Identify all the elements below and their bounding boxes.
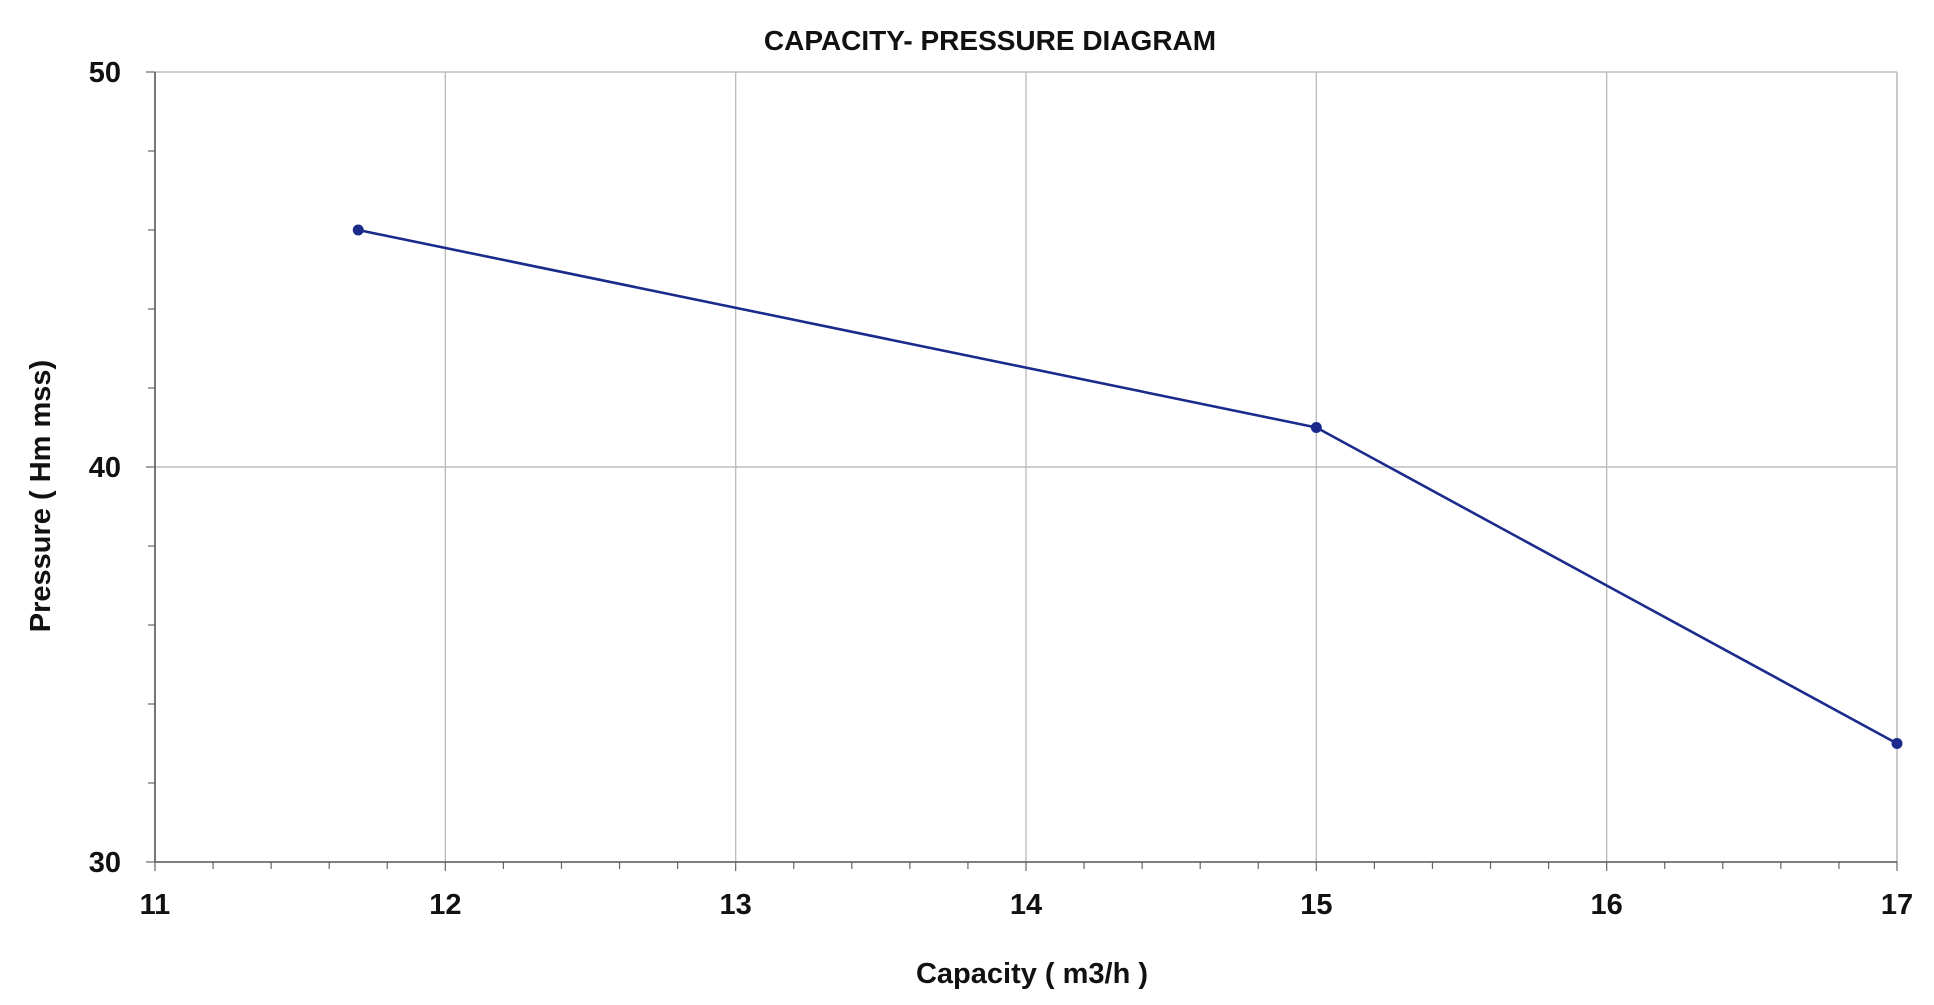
chart-title: CAPACITY- PRESSURE DIAGRAM	[764, 25, 1216, 56]
x-tick-label: 12	[429, 889, 461, 921]
data-point	[352, 224, 364, 236]
x-tick-label: 16	[1591, 889, 1623, 921]
data-point	[1891, 738, 1903, 749]
x-axis-label: Capacity ( m3/h )	[916, 958, 1148, 990]
x-tick-label: 15	[1300, 889, 1332, 921]
series-line	[357, 228, 1898, 745]
tick-labels: 11 12 13 14 15 16 17 30 40 50	[89, 57, 1913, 921]
x-tick-label: 13	[720, 889, 752, 921]
y-tick-label: 30	[89, 847, 121, 879]
y-tick-label: 50	[89, 57, 121, 89]
y-tick-label: 40	[89, 452, 121, 484]
data-point	[1310, 422, 1322, 433]
y-axis-label: Pressure ( Hm mss)	[25, 360, 57, 632]
grid-lines	[155, 71, 1898, 862]
x-tick-label: 17	[1881, 889, 1913, 921]
x-tick-label: 11	[140, 889, 171, 921]
axes	[146, 71, 1898, 871]
x-tick-label: 14	[1010, 889, 1042, 921]
data-series	[352, 224, 1903, 749]
minor-tick-marks	[148, 150, 1840, 869]
